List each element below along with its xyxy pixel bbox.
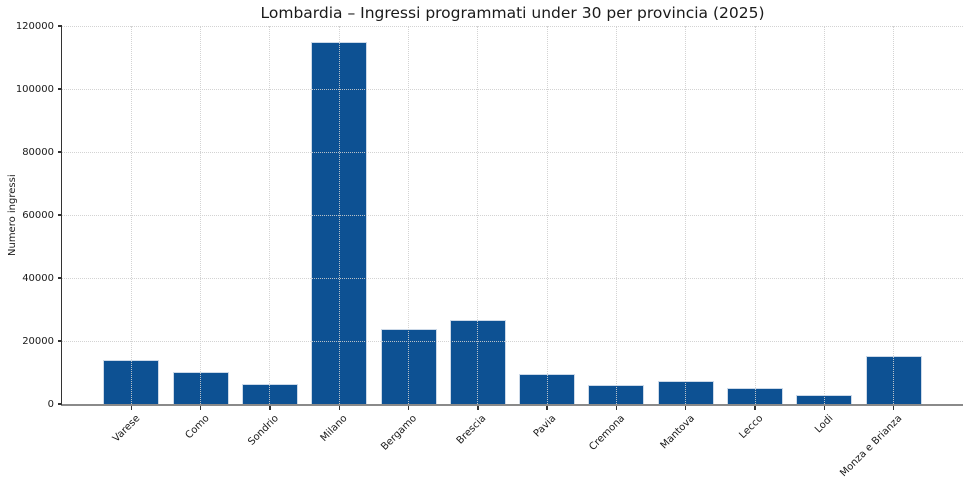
bar-milano xyxy=(311,42,368,404)
ytick-mark-20000 xyxy=(57,340,62,342)
bar-monza-e-brianza xyxy=(865,356,922,404)
xtick-label-sondrio: Sondrio xyxy=(245,413,281,448)
ytick-mark-40000 xyxy=(57,277,62,279)
ytick-mark-0 xyxy=(57,403,62,405)
ytick-label-100000: 100000 xyxy=(15,83,54,95)
bar-brescia xyxy=(449,320,506,404)
bar-bergamo xyxy=(380,329,437,404)
bar-sondrio xyxy=(241,384,298,404)
xtick-mark-bergamo xyxy=(407,405,410,410)
xtick-label-como: Como xyxy=(183,413,212,442)
gridline-horizontal-20000 xyxy=(62,340,963,342)
gridline-vertical-monza-e-brianza xyxy=(893,26,895,404)
gridline-vertical-cremona xyxy=(615,26,617,404)
x-axis-spine xyxy=(60,404,963,406)
ytick-mark-60000 xyxy=(57,214,62,216)
bar-lecco xyxy=(727,388,784,404)
xtick-label-lodi: Lodi xyxy=(812,413,836,436)
chart-title: Lombardia – Ingressi programmati under 3… xyxy=(260,4,765,22)
gridline-horizontal-40000 xyxy=(62,277,963,279)
xtick-mark-cremona xyxy=(615,405,618,410)
xtick-mark-sondrio xyxy=(269,405,271,410)
bar-pavia xyxy=(519,374,576,404)
bar-mantova xyxy=(657,381,714,404)
xtick-label-pavia: Pavia xyxy=(531,413,558,440)
bar-lodi xyxy=(796,395,853,404)
xtick-mark-lodi xyxy=(823,405,826,410)
ytick-label-40000: 40000 xyxy=(22,272,54,284)
gridline-vertical-pavia xyxy=(546,26,548,404)
xtick-label-monza-e-brianza: Monza e Brianza xyxy=(838,413,905,480)
xtick-mark-pavia xyxy=(546,405,548,410)
xtick-mark-monza-e-brianza xyxy=(892,405,895,410)
gridline-vertical-mantova xyxy=(685,26,687,404)
gridline-vertical-sondrio xyxy=(269,26,271,404)
bar-cremona xyxy=(588,385,645,404)
xtick-label-lecco: Lecco xyxy=(737,413,766,442)
bar-varese xyxy=(103,360,160,404)
gridline-vertical-como xyxy=(200,26,202,404)
bar-como xyxy=(172,372,229,404)
xtick-label-varese: Varese xyxy=(110,413,143,445)
ytick-mark-100000 xyxy=(57,88,62,90)
gridline-horizontal-120000 xyxy=(62,25,963,27)
ytick-label-20000: 20000 xyxy=(22,335,54,347)
xtick-label-bergamo: Bergamo xyxy=(379,413,420,453)
xtick-mark-lecco xyxy=(754,405,756,410)
gridline-horizontal-100000 xyxy=(62,88,963,90)
gridline-vertical-lodi xyxy=(823,26,825,404)
ytick-mark-80000 xyxy=(57,151,62,153)
ytick-label-80000: 80000 xyxy=(22,146,54,158)
xtick-mark-mantova xyxy=(685,405,687,410)
xtick-mark-milano xyxy=(338,405,340,410)
xtick-label-brescia: Brescia xyxy=(455,413,489,447)
xtick-label-mantova: Mantova xyxy=(658,413,697,452)
gridline-horizontal-60000 xyxy=(62,214,963,216)
ytick-label-0: 0 xyxy=(47,398,54,410)
ytick-mark-120000 xyxy=(57,25,62,27)
gridline-horizontal-80000 xyxy=(62,151,963,153)
ytick-label-120000: 120000 xyxy=(15,20,54,32)
gridline-vertical-lecco xyxy=(754,26,756,404)
ytick-label-60000: 60000 xyxy=(22,209,54,221)
xtick-mark-varese xyxy=(130,405,132,410)
gridline-vertical-varese xyxy=(130,26,132,404)
xtick-mark-brescia xyxy=(477,405,479,410)
xtick-mark-como xyxy=(199,405,202,410)
xtick-label-milano: Milano xyxy=(319,413,351,444)
xtick-label-cremona: Cremona xyxy=(587,413,628,453)
